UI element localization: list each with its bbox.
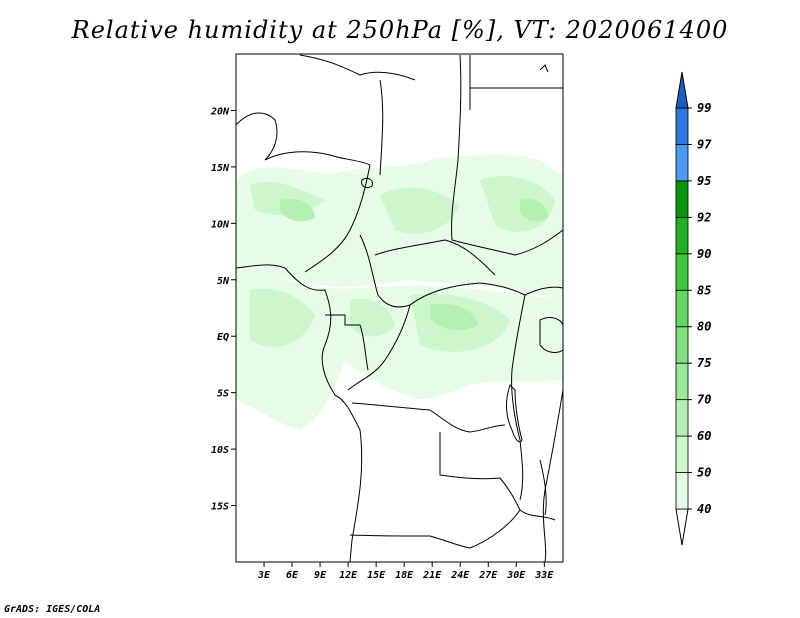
border-chad-sudan bbox=[451, 54, 462, 241]
colorbar-box bbox=[675, 144, 689, 182]
humidity-patch-8 bbox=[430, 303, 478, 331]
colorbar-top-triangle bbox=[675, 71, 689, 109]
border-congo-drc bbox=[347, 304, 411, 391]
lon-tick-label: 3E bbox=[257, 570, 271, 581]
colorbar: 40 50 60 70 75 80 85 90 92 95 97 99 bbox=[675, 71, 712, 546]
lat-tick-label: 10S bbox=[211, 445, 229, 456]
colorbar-label: 50 bbox=[697, 466, 711, 480]
border-sudan-southsudan bbox=[451, 229, 563, 256]
colorbar-label: 99 bbox=[697, 101, 711, 115]
border-angola-zambia bbox=[439, 432, 521, 511]
humidity-patch-2 bbox=[380, 187, 460, 234]
colorbar-box bbox=[675, 326, 689, 364]
axis-ticks: 20N 15N 10N 5N EQ 5S 10S 15S 3E 6E 9E 12E 15E 18E 21E 2… bbox=[210, 53, 564, 581]
colorbar-box bbox=[675, 289, 689, 328]
lat-tick-label: 15S bbox=[211, 502, 229, 513]
border-drc-east bbox=[511, 294, 526, 501]
border-car-drc bbox=[409, 282, 526, 306]
lon-tick-label: 18E bbox=[395, 570, 414, 581]
island-cape bbox=[539, 64, 549, 73]
lake-malawi bbox=[539, 459, 547, 516]
colorbar-label: 97 bbox=[697, 137, 712, 151]
lon-tick-label: 27E bbox=[478, 570, 498, 581]
coastline-west-africa bbox=[236, 264, 363, 562]
lat-tick-label: 5N bbox=[217, 276, 230, 287]
colorbar-box bbox=[675, 472, 689, 510]
plot-title: Relative humidity at 250hPa [%], VT: 202… bbox=[71, 16, 729, 44]
colorbar-box bbox=[675, 399, 689, 437]
colorbar-label: 40 bbox=[697, 502, 711, 516]
lon-tick-label: 24E bbox=[450, 570, 470, 581]
lat-tick-label: 10N bbox=[211, 219, 230, 230]
colorbar-box bbox=[675, 253, 689, 291]
lake-tanganyika bbox=[506, 384, 523, 443]
credit-text: GrADS: IGES/COLA bbox=[4, 604, 101, 615]
map-frame bbox=[235, 53, 564, 563]
border-cameroon-car bbox=[359, 234, 411, 308]
colorbar-box bbox=[675, 180, 689, 218]
border-angola-north bbox=[351, 402, 506, 433]
lat-tick-label: 5S bbox=[217, 389, 229, 400]
colorbar-label: 92 bbox=[697, 210, 711, 224]
colorbar-box bbox=[675, 435, 689, 473]
border-sudan-egypt bbox=[469, 55, 563, 110]
lake-chad bbox=[361, 177, 373, 189]
colorbar-label: 90 bbox=[697, 247, 711, 261]
lake-victoria bbox=[539, 317, 563, 353]
humidity-patch-7 bbox=[280, 198, 315, 222]
border-niger-nigeria bbox=[264, 151, 371, 166]
lat-tick-label: 15N bbox=[211, 163, 230, 174]
country-borders bbox=[236, 54, 563, 562]
border-angola-namibia bbox=[349, 534, 471, 549]
colorbar-label: 60 bbox=[697, 429, 711, 443]
colorbar-label: 80 bbox=[697, 320, 711, 334]
border-gabon bbox=[325, 314, 369, 371]
lon-tick-label: 12E bbox=[339, 570, 358, 581]
colorbar-box bbox=[675, 216, 689, 255]
border-southsudan-uganda bbox=[524, 286, 563, 296]
colorbar-bottom-triangle bbox=[675, 508, 689, 546]
lon-tick-label: 21E bbox=[422, 570, 442, 581]
lat-tick-label: 20N bbox=[210, 106, 230, 117]
border-chad-car bbox=[374, 239, 496, 276]
lon-tick-label: 33E bbox=[534, 570, 554, 581]
lon-tick-label: 30E bbox=[506, 570, 526, 581]
colorbar-label: 95 bbox=[697, 174, 711, 188]
border-nigeria-cameroon bbox=[304, 164, 371, 273]
coastline-east-africa bbox=[542, 389, 563, 562]
lon-tick-label: 6E bbox=[286, 570, 299, 581]
humidity-patch-4 bbox=[250, 288, 315, 347]
colorbar-box bbox=[675, 362, 689, 401]
colorbar-label: 75 bbox=[697, 356, 711, 370]
colorbar-label: 70 bbox=[697, 393, 711, 407]
lon-tick-label: 15E bbox=[367, 570, 386, 581]
humidity-patch-6 bbox=[350, 298, 395, 337]
colorbar-box bbox=[675, 107, 689, 145]
humidity-patch-9 bbox=[520, 198, 548, 222]
border-mali-niger bbox=[236, 112, 278, 161]
colorbar-label: 85 bbox=[697, 283, 711, 297]
lat-tick-label: EQ bbox=[217, 332, 229, 343]
border-algeria-niger bbox=[299, 54, 416, 81]
border-zambia-zimbabwe bbox=[469, 509, 556, 549]
lon-tick-label: 9E bbox=[314, 570, 327, 581]
border-libya-chad bbox=[379, 79, 384, 176]
